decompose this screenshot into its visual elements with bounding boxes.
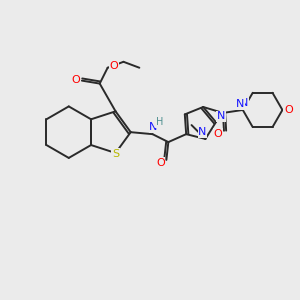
- Text: N: N: [240, 98, 248, 108]
- Text: S: S: [112, 149, 119, 159]
- Text: N: N: [217, 111, 225, 121]
- Text: N: N: [198, 127, 207, 137]
- Text: H: H: [156, 117, 163, 127]
- Text: N: N: [149, 122, 158, 132]
- Text: N: N: [236, 99, 244, 109]
- Text: O: O: [214, 129, 222, 139]
- Text: O: O: [109, 61, 118, 71]
- Text: O: O: [156, 158, 165, 168]
- Text: O: O: [284, 105, 293, 115]
- Text: O: O: [72, 75, 80, 85]
